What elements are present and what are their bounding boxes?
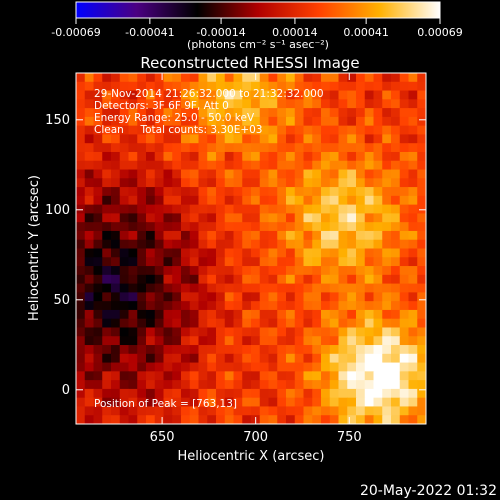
- colorbar-tick-label: 0.00014: [272, 26, 318, 39]
- annotation-time-range: 29-Nov-2014 21:26:32.000 to 21:32:32.000: [94, 88, 324, 100]
- chart-title: Reconstructed RHESSI Image: [140, 54, 359, 72]
- y-axis-label: Heliocentric Y (arcsec): [27, 175, 42, 321]
- colorbar-tick-label: -0.00041: [125, 26, 174, 39]
- x-tick-label: 700: [243, 430, 268, 445]
- colorbar-ticks: [75, 18, 441, 24]
- annotation-energy-range: Energy Range: 25.0 - 50.0 keV: [94, 112, 255, 124]
- plot-frame: [75, 72, 427, 425]
- colorbar-tick-label: 0.00041: [343, 26, 389, 39]
- footer-timestamp: 20-May-2022 01:32: [360, 483, 497, 499]
- colorbar-tick-label: 0.00069: [417, 26, 463, 39]
- colorbar-strip: [75, 1, 441, 19]
- annotation-clean-counts: Clean Total counts: 3.30E+03: [94, 124, 263, 136]
- annotations: 29-Nov-2014 21:26:32.000 to 21:32:32.000…: [94, 88, 324, 410]
- colorbar-tick-labels: -0.00069 -0.00041 -0.00014 0.00014 0.00041 0.…: [51, 26, 462, 39]
- colorbar: -0.00069 -0.00041 -0.00014 0.00014 0.00041 0.…: [51, 1, 463, 51]
- x-axis-label: Heliocentric X (arcsec): [178, 449, 325, 464]
- colorbar-tick-label: -0.00014: [196, 26, 245, 39]
- y-axis-ticks: 0 50 100 150: [45, 113, 426, 398]
- x-axis-ticks: 650 700 750: [150, 73, 362, 445]
- x-tick-label: 650: [150, 430, 175, 445]
- y-tick-label: 100: [45, 203, 70, 218]
- colorbar-tick-label: -0.00069: [51, 26, 100, 39]
- image-area: [76, 73, 426, 424]
- y-tick-label: 150: [45, 113, 70, 128]
- annotation-peak-position: Position of Peak = [763,13]: [94, 398, 237, 410]
- y-tick-label: 50: [53, 293, 70, 308]
- heatmap-cells: [76, 73, 426, 424]
- annotation-detectors: Detectors: 3F 6F 9F, Att 0: [94, 100, 229, 112]
- colorbar-units-label: (photons cm⁻² s⁻¹ asec⁻²): [187, 38, 329, 51]
- y-tick-label: 0: [62, 383, 70, 398]
- x-tick-label: 750: [337, 430, 362, 445]
